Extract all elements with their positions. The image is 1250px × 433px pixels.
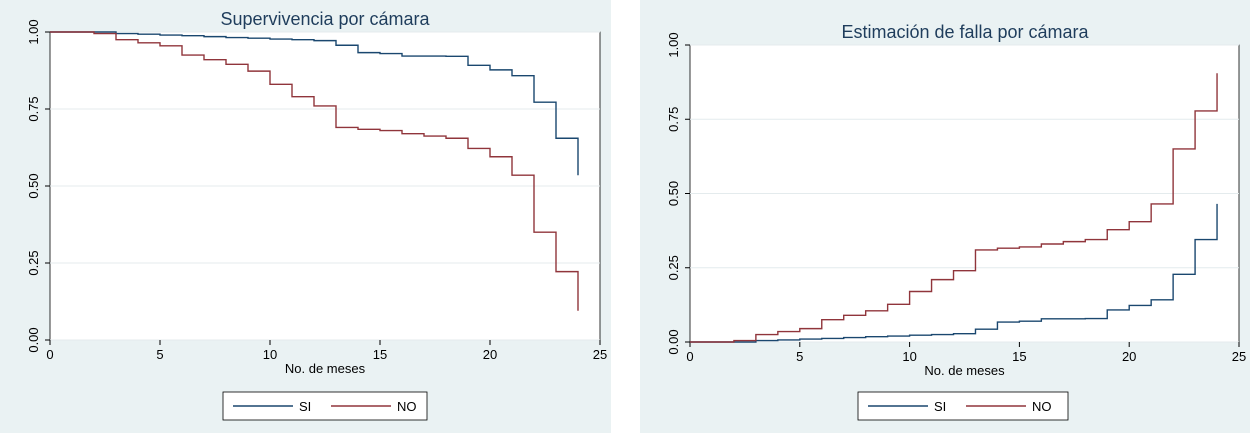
legend: SI NO	[222, 391, 428, 421]
x-tick-label: 25	[593, 347, 607, 362]
chart-title: Supervivencia por cámara	[220, 9, 430, 29]
y-tick-label: 0.00	[26, 327, 41, 352]
legend: SI NO	[857, 391, 1069, 421]
y-tick-label: 0.50	[666, 181, 681, 206]
series-line-no	[690, 73, 1218, 343]
y-tick-label: 1.00	[26, 19, 41, 44]
x-tick-label: 20	[1122, 349, 1136, 364]
x-tick-label: 15	[373, 347, 387, 362]
y-tick-label: 0.50	[26, 173, 41, 198]
x-axis-label: No. de meses	[924, 363, 1005, 378]
y-tick-label: 0.25	[666, 255, 681, 280]
legend-label-no: NO	[397, 399, 417, 414]
y-tick-label: 1.00	[666, 32, 681, 57]
y-tick-label: 0.75	[666, 107, 681, 132]
y-tick-label: 0.75	[26, 96, 41, 121]
x-tick-label: 0	[46, 347, 53, 362]
series-line-si	[690, 203, 1218, 343]
series-line-no	[50, 31, 579, 311]
x-tick-label: 10	[902, 349, 916, 364]
x-tick-label: 15	[1012, 349, 1026, 364]
legend-label-si: SI	[299, 399, 311, 414]
x-tick-label: 5	[796, 349, 803, 364]
legend-label-si: SI	[934, 399, 946, 414]
x-tick-label: 10	[263, 347, 277, 362]
legend-label-no: NO	[1032, 399, 1052, 414]
x-tick-label: 0	[686, 349, 693, 364]
failure-chart: Estimación de falla por cámara 0.00 0.25 0.…	[666, 22, 1246, 421]
y-tick-label: 0.25	[26, 250, 41, 275]
x-tick-label: 5	[156, 347, 163, 362]
chart-panel-survival: Supervivencia por cámara 0.00 0.25 0.50 0.75…	[0, 0, 611, 433]
series-line-si	[50, 31, 579, 176]
chart-panel-failure: Estimación de falla por cámara 0.00 0.25 0.…	[640, 0, 1250, 433]
y-tick-label: 0.00	[666, 329, 681, 354]
chart-title: Estimación de falla por cámara	[841, 22, 1089, 42]
survival-chart: Supervivencia por cámara 0.00 0.25 0.50 0.75…	[26, 9, 607, 421]
x-axis-label: No. de meses	[285, 361, 366, 376]
x-tick-label: 20	[483, 347, 497, 362]
x-tick-label: 25	[1232, 349, 1246, 364]
